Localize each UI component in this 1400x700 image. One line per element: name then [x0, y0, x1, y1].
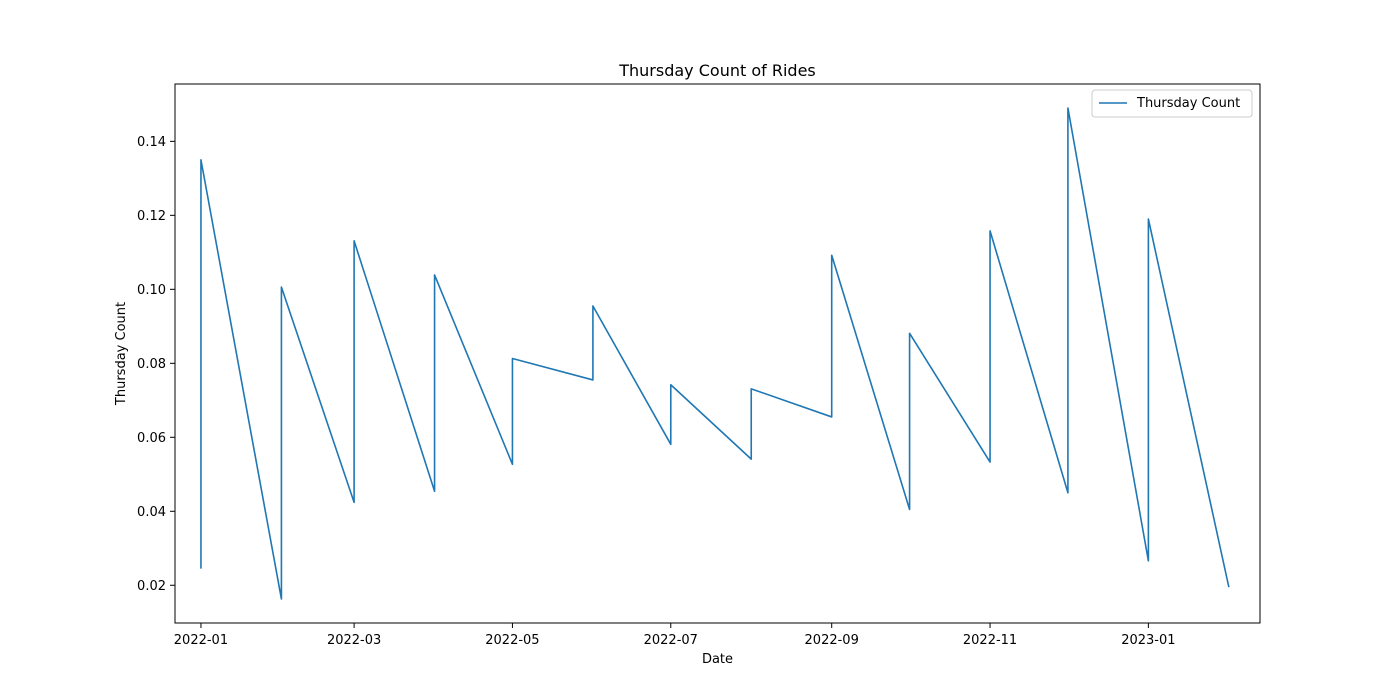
- y-tick-label: 0.14: [137, 135, 166, 150]
- y-tick-label: 0.08: [137, 357, 166, 372]
- x-tick-label: 2022-05: [485, 633, 539, 648]
- series-line-thursday-count: [200, 107, 1230, 600]
- x-axis-label: Date: [702, 652, 733, 667]
- x-tick-label: 2022-07: [644, 633, 698, 648]
- x-tick-label: 2023-01: [1121, 633, 1175, 648]
- y-tick-label: 0.12: [137, 209, 166, 224]
- plot-area: [175, 84, 1260, 623]
- y-tick-label: 0.06: [137, 431, 166, 446]
- y-axis-ticks: 0.02 0.04 0.06 0.08 0.10 0.12 0.14: [137, 135, 175, 594]
- x-tick-label: 2022-11: [963, 633, 1017, 648]
- legend-label: Thursday Count: [1136, 96, 1240, 111]
- legend-box: [1091, 89, 1253, 118]
- plot-frame: [174, 83, 1261, 624]
- y-axis-label: Thursday Count: [114, 302, 129, 406]
- x-tick-label: 2022-03: [327, 633, 381, 648]
- y-tick-label: 0.10: [137, 283, 166, 298]
- y-tick-label: 0.02: [137, 579, 166, 594]
- x-axis-ticks: 2022-01 2022-03 2022-05 2022-07 2022-09 2022-…: [174, 623, 1176, 648]
- x-tick-label: 2022-01: [174, 633, 228, 648]
- legend: Thursday Count: [1091, 89, 1253, 118]
- x-tick-label: 2022-09: [805, 633, 859, 648]
- y-tick-label: 0.04: [137, 505, 166, 520]
- chart-title: Thursday Count of Rides: [618, 61, 816, 80]
